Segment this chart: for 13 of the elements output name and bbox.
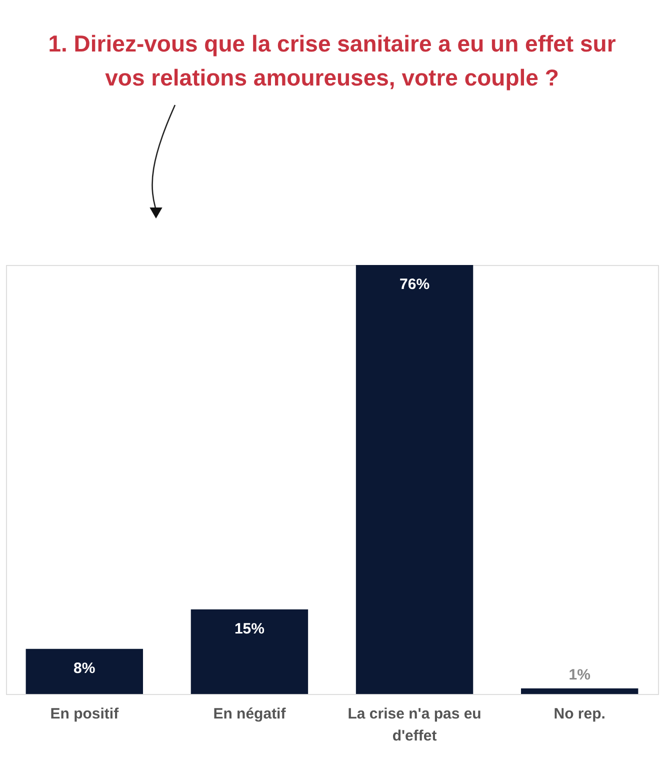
x-tick-label: No rep. [554,706,606,722]
x-tick-label: En positif [50,706,120,722]
data-label: 8% [74,660,96,677]
bar [26,648,144,694]
x-tick-label: En négatif [213,706,287,722]
data-label: 76% [400,276,430,293]
bar [190,609,308,694]
data-label: 15% [234,620,264,638]
chart-title: 1. Diriez-vous que la crise sanitaire a eu un effet sur vos relations amoureuses, votre couple ? [48,30,616,90]
x-tick-label: La crise n'a pas eu d'effet [348,706,482,744]
data-label: 1% [568,666,590,684]
bar [356,265,474,694]
bar [520,688,638,694]
